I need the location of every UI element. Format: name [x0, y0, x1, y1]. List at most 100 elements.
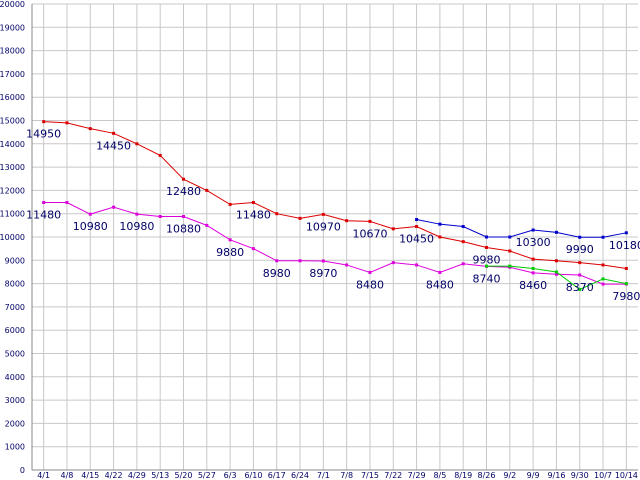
- y-tick-label: 7000: [5, 303, 25, 312]
- data-point: [554, 270, 558, 274]
- y-tick-label: 18000: [0, 47, 25, 56]
- data-label: 12480: [166, 185, 201, 198]
- data-point: [601, 282, 605, 286]
- x-tick-label: 4/15: [81, 471, 99, 480]
- data-point: [415, 218, 419, 222]
- data-point: [554, 259, 558, 263]
- data-point: [182, 214, 185, 218]
- data-point: [601, 235, 605, 239]
- data-point: [485, 245, 488, 249]
- x-tick-label: 4/8: [61, 471, 74, 480]
- data-point: [321, 212, 325, 216]
- data-point: [298, 216, 302, 220]
- y-tick-label: 20000: [0, 0, 25, 9]
- axes: [31, 4, 638, 471]
- x-tick-label: 7/1: [317, 471, 330, 480]
- data-point: [485, 235, 488, 239]
- data-label: 14950: [26, 128, 61, 141]
- data-point: [624, 282, 628, 286]
- data-point: [461, 225, 465, 229]
- x-tick-label: 7/15: [361, 471, 379, 480]
- x-tick-label: 8/26: [478, 471, 496, 480]
- data-point: [438, 270, 442, 274]
- data-point: [531, 271, 535, 275]
- x-tick-label: 6/3: [224, 471, 237, 480]
- x-tick-label: 9/30: [571, 471, 589, 480]
- data-label: 8970: [309, 267, 337, 280]
- y-tick-label: 1000: [5, 443, 25, 452]
- data-label: 10180: [609, 239, 640, 252]
- x-tick-label: 10/7: [594, 471, 612, 480]
- data-point: [391, 261, 395, 265]
- x-tick-label: 7/22: [384, 471, 402, 480]
- x-tick-label: 8/19: [454, 471, 472, 480]
- data-point: [205, 223, 209, 227]
- data-point: [112, 205, 116, 209]
- data-point: [298, 259, 302, 263]
- data-point: [135, 142, 139, 146]
- y-tick-label: 14000: [0, 140, 25, 149]
- y-tick-label: 6000: [5, 326, 25, 335]
- x-axis-ticks: 4/1 4/8 4/15 4/22 4/29 5/13 5/20 5/27 6/3 6/10 6/1…: [37, 471, 638, 480]
- series-line: [43, 202, 627, 285]
- series-0: [42, 120, 628, 270]
- data-point: [368, 219, 372, 223]
- data-label: 8980: [263, 267, 291, 280]
- data-point: [601, 277, 605, 281]
- y-tick-label: 4000: [5, 373, 25, 382]
- series-line: [43, 121, 627, 269]
- x-tick-label: 6/17: [268, 471, 286, 480]
- y-tick-label: 17000: [0, 70, 25, 79]
- data-label: 10980: [73, 220, 108, 233]
- data-label: 10450: [399, 233, 434, 246]
- data-label: 8370: [566, 281, 594, 294]
- y-tick-label: 19000: [0, 23, 25, 32]
- data-label: 9980: [473, 253, 501, 266]
- x-tick-label: 6/24: [291, 471, 309, 480]
- y-tick-label: 3000: [5, 396, 25, 405]
- data-label: 10980: [119, 220, 154, 233]
- grid: [32, 3, 638, 471]
- y-tick-label: 11000: [0, 210, 25, 219]
- data-point: [391, 227, 395, 231]
- y-tick-label: 15000: [0, 117, 25, 126]
- data-point: [228, 202, 232, 206]
- data-point: [88, 212, 92, 216]
- data-point: [415, 263, 419, 267]
- y-tick-label: 8000: [5, 280, 25, 289]
- data-point: [321, 259, 325, 263]
- data-point: [601, 263, 605, 267]
- data-point: [251, 247, 255, 251]
- data-point: [42, 120, 46, 124]
- x-tick-label: 9/2: [503, 471, 516, 480]
- x-tick-label: 4/29: [128, 471, 146, 480]
- data-label: 14450: [96, 139, 131, 152]
- data-point: [554, 230, 558, 234]
- data-point: [461, 240, 465, 244]
- data-label: 11480: [26, 209, 61, 222]
- y-tick-label: 10000: [0, 233, 25, 242]
- data-point: [531, 266, 535, 270]
- data-label: 10300: [516, 236, 551, 249]
- data-point: [88, 127, 92, 131]
- x-tick-label: 9/9: [527, 471, 540, 480]
- data-point: [624, 266, 628, 270]
- x-tick-label: 8/5: [433, 471, 446, 480]
- y-tick-label: 16000: [0, 93, 25, 102]
- x-tick-label: 5/27: [198, 471, 216, 480]
- data-labels: 14950 14450 12480 11480 10970 10670 10450 9980 1…: [26, 128, 640, 303]
- data-point: [508, 264, 512, 268]
- data-point: [135, 212, 139, 216]
- x-tick-label: 9/16: [547, 471, 565, 480]
- data-point: [158, 214, 162, 218]
- data-point: [461, 262, 465, 266]
- data-label: 10970: [306, 220, 341, 233]
- x-tick-label: 10/14: [615, 471, 638, 480]
- data-label: 8480: [356, 278, 384, 291]
- data-point: [578, 287, 582, 291]
- y-tick-label: 2000: [5, 419, 25, 428]
- data-label: 7980: [612, 290, 640, 303]
- data-label: 8740: [473, 272, 501, 285]
- y-tick-label: 9000: [5, 256, 25, 265]
- x-tick-label: 4/1: [37, 471, 50, 480]
